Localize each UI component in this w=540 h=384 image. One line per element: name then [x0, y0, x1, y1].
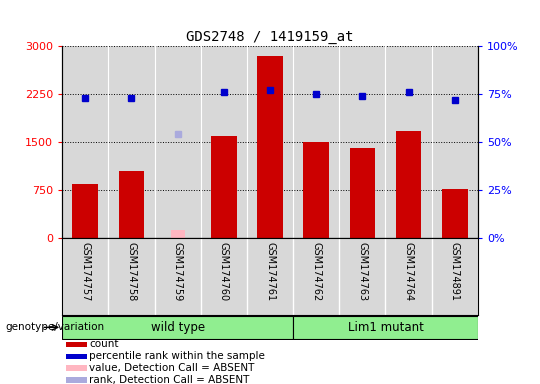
Bar: [171, 230, 185, 238]
Text: Lim1 mutant: Lim1 mutant: [348, 321, 423, 334]
Text: GSM174891: GSM174891: [450, 242, 460, 301]
Bar: [442, 189, 468, 238]
Bar: [303, 142, 329, 238]
Bar: [350, 149, 375, 238]
Text: GSM174759: GSM174759: [173, 242, 183, 301]
Bar: [66, 354, 87, 359]
Text: genotype/variation: genotype/variation: [5, 322, 105, 333]
Text: GSM174764: GSM174764: [403, 242, 414, 301]
Bar: [396, 131, 421, 238]
Bar: [66, 366, 87, 371]
Text: count: count: [89, 339, 119, 349]
Text: GSM174757: GSM174757: [80, 242, 90, 301]
Bar: [62, 316, 293, 339]
Bar: [293, 316, 478, 339]
Bar: [257, 56, 283, 238]
Bar: [66, 377, 87, 383]
Bar: [119, 171, 144, 238]
Text: rank, Detection Call = ABSENT: rank, Detection Call = ABSENT: [89, 375, 249, 384]
Text: wild type: wild type: [151, 321, 205, 334]
Text: GSM174758: GSM174758: [126, 242, 137, 301]
Text: GSM174762: GSM174762: [311, 242, 321, 301]
Text: value, Detection Call = ABSENT: value, Detection Call = ABSENT: [89, 363, 254, 373]
Text: GSM174763: GSM174763: [357, 242, 367, 301]
Bar: [211, 136, 237, 238]
Bar: [72, 184, 98, 238]
Bar: [66, 342, 87, 347]
Text: GSM174761: GSM174761: [265, 242, 275, 301]
Title: GDS2748 / 1419159_at: GDS2748 / 1419159_at: [186, 30, 354, 44]
Text: percentile rank within the sample: percentile rank within the sample: [89, 351, 265, 361]
Text: GSM174760: GSM174760: [219, 242, 229, 301]
